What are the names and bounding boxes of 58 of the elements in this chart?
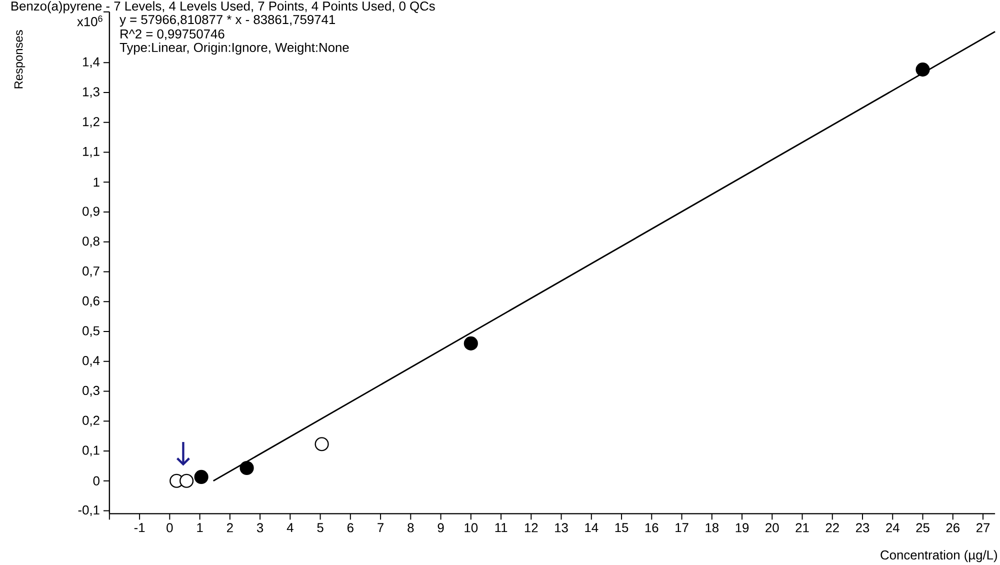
- x-tick-label: 16: [645, 523, 658, 532]
- y-tick-label: 0,7: [82, 266, 100, 277]
- x-tick-label: 1: [197, 523, 203, 532]
- x-tick-label: 22: [826, 523, 839, 532]
- x-tick-label: 27: [976, 523, 990, 532]
- y-tick-label: 0,8: [82, 236, 100, 248]
- x-tick-label: 5: [317, 523, 324, 532]
- x-tick-label: 3: [256, 523, 264, 532]
- x-tick-label: 21: [796, 523, 809, 532]
- x-tick-label: 24: [886, 523, 900, 532]
- y-tick-label: 0: [93, 476, 100, 486]
- x-tick-label: 8: [408, 523, 414, 532]
- y-tick-label: 1,2: [83, 116, 100, 128]
- x-tick-label: 10: [464, 523, 478, 532]
- point: [464, 336, 478, 350]
- x-tick-label: 19: [736, 523, 749, 532]
- x-tick-label: 15: [615, 523, 628, 532]
- x-tick-label: 17: [676, 523, 688, 532]
- annotation: y = 57966,810877 * x - 83861,759741: [120, 14, 335, 27]
- y-tick-label: 1,1: [83, 146, 100, 158]
- x-tick-label: 11: [495, 523, 508, 532]
- point: [240, 460, 254, 475]
- x-tick-label: 2: [226, 523, 233, 532]
- x-tick-label: 12: [524, 523, 538, 532]
- y-tick-label: 1,4: [83, 57, 100, 68]
- y-tick-label: 0,1: [82, 446, 100, 456]
- x-tick-label: 13: [555, 523, 568, 532]
- x-tick-label: 4: [286, 523, 294, 532]
- x-tick-label: 0: [166, 523, 173, 532]
- y-axis-title: Responses: [14, 30, 26, 88]
- y-tick-label: 0,5: [82, 326, 100, 337]
- annotation: R^2 = 0,99750746: [120, 29, 224, 40]
- y-tick-label: 0,4: [82, 356, 100, 367]
- y-tick-label: 1,3: [83, 87, 100, 98]
- y-tick-label: 0,2: [82, 416, 100, 426]
- text: x10$^{6}$: [77, 15, 102, 26]
- point: [314, 436, 329, 452]
- x-tick-label: 20: [766, 523, 779, 532]
- annotation: Type:Linear, Origin:Ignore, Weight:None: [120, 42, 349, 54]
- y-tick-label: 0,3: [82, 386, 100, 396]
- x-tick-label: 18: [706, 523, 718, 532]
- y-tick-label: 0,6: [82, 296, 100, 307]
- x-tick-label: 25: [916, 523, 930, 532]
- y-tick-label: 0,9: [82, 206, 100, 218]
- x-tick-label: 7: [378, 523, 384, 532]
- x-tick-label: 26: [946, 523, 960, 532]
- chart-title: Benzo(a)pyrene - 7 Levels, 4 Levels Used, 7 Points, 4 Points Used, 0 QCs: [12, 1, 435, 14]
- x-tick-label: 23: [856, 523, 870, 532]
- x-tick-label: 6: [347, 523, 354, 532]
- x-tick-label: 14: [585, 523, 598, 532]
- x-tick-label: 9: [438, 523, 444, 532]
- x-tick-label: -1: [134, 523, 145, 532]
- point: [916, 62, 930, 76]
- x-axis-title: Concentration (µg/L): [880, 550, 997, 562]
- y-tick-label: -0,1: [78, 505, 100, 516]
- point: [194, 470, 208, 484]
- point: [180, 474, 194, 488]
- y-tick-label: 1: [94, 178, 100, 186]
